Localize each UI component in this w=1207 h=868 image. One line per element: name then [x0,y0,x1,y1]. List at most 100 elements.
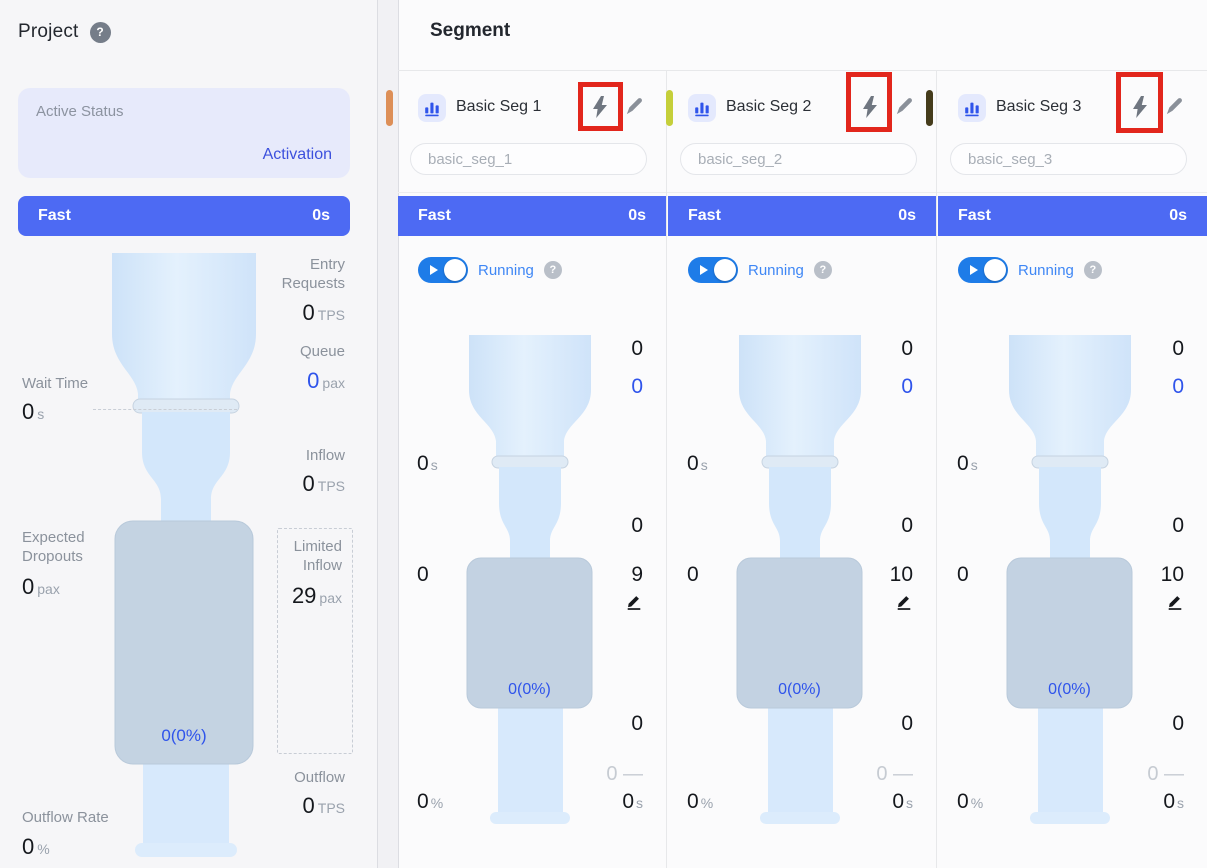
outflow-rate-label: Outflow Rate [22,809,109,826]
divider [398,70,1207,71]
fast-status-bar[interactable]: Fast 0s [18,196,350,236]
help-icon[interactable]: ? [813,261,832,279]
outflow-value: 0 [1172,712,1184,735]
expected-dropouts-label: Expected Dropouts [22,529,85,565]
column-divider [666,70,667,868]
edit-limit-icon[interactable] [625,592,643,611]
fast-status-bar[interactable]: Fast 0s [668,196,936,236]
limited-inflow-value: 9 [631,563,643,586]
outflow-value: 0 TPS [302,793,345,818]
fast-label: Fast [38,207,71,224]
entry-value: 0 [631,337,643,360]
project-funnel-graphic [112,253,256,857]
bar-chart-icon [958,94,986,122]
project-title: Project [18,21,79,42]
segment-code-input[interactable] [680,143,917,175]
divider [398,192,1207,193]
entry-value: 0 [901,337,913,360]
help-icon[interactable]: ? [89,21,111,43]
limited-inflow-label: Limited Inflow [293,538,342,574]
queue-value: 0 [631,375,643,398]
pencil-icon[interactable] [624,98,643,117]
running-toggle[interactable] [688,257,738,283]
limited-inflow-box: Limited Inflow 29 pax [277,528,353,754]
fast-label: Fast [958,207,991,224]
running-toggle-row: Running ? [688,257,832,283]
entry-requests-value: 0 TPS [302,300,345,325]
running-label: Running [1018,261,1074,279]
project-tank-value: 0(0%) [161,726,207,745]
dropouts-value: 0 [687,563,699,586]
fast-time: 0s [898,207,916,224]
segment-accent-stripe [926,90,933,126]
toggle-knob [444,259,466,281]
segment-column-1: Basic Seg 1 Fast 0s Running ? 0 0 0s 0 0… [386,0,666,868]
fast-time: 0s [1169,207,1187,224]
inflow-value: 0 [1172,514,1184,537]
highlight-rectangle [1116,72,1163,133]
pencil-icon[interactable] [1164,98,1183,117]
queue-value: 0 pax [307,368,345,393]
running-toggle[interactable] [958,257,1008,283]
segment-accent-stripe [386,90,393,126]
running-label: Running [748,261,804,279]
inflow-value: 0 [901,514,913,537]
fast-label: Fast [418,207,451,224]
help-icon[interactable]: ? [1083,261,1102,279]
outflow-rate-value: 0% [22,834,50,859]
limited-inflow-value: 10 [889,563,913,586]
limited-inflow-value: 10 [1160,563,1184,586]
highlight-rectangle [578,82,623,131]
entry-value: 0 [1172,337,1184,360]
active-status-card: Active Status Activation [18,88,350,178]
activation-link[interactable]: Activation [262,146,332,163]
outflow-value: 0 [631,712,643,735]
wait-time-dash-line [93,409,237,410]
tank-value: 0(0%) [508,681,551,698]
rate-value: 0% [687,790,714,813]
tank-value: 0(0%) [1048,681,1091,698]
segment-panel-title: Segment [430,20,511,41]
bar-chart-icon [688,94,716,122]
segment-column-2: Basic Seg 2 Fast 0s Running ? 0 0 0s 0 0… [666,0,936,868]
rate-value: 0% [417,790,444,813]
edit-limit-icon[interactable] [1166,592,1184,611]
segment-code-input[interactable] [410,143,647,175]
fast-status-bar[interactable]: Fast 0s [398,196,666,236]
fast-status-bar[interactable]: Fast 0s [938,196,1207,236]
edit-limit-icon[interactable] [895,592,913,611]
inflow-value: 0 [631,514,643,537]
tank-value: 0(0%) [778,681,821,698]
dropouts-value: 0 [957,563,969,586]
active-status-label: Active Status [36,103,124,120]
segment-column-3: Basic Seg 3 Fast 0s Running ? 0 0 0s 0 0… [926,0,1207,868]
segment-funnel-graphic [398,335,665,825]
segment-name: Basic Seg 3 [996,98,1082,115]
bar-chart-icon [418,94,446,122]
segment-accent-stripe [666,90,673,126]
help-icon[interactable]: ? [543,261,562,279]
queue-value: 0 [1172,375,1184,398]
running-toggle[interactable] [418,257,468,283]
running-toggle-row: Running ? [958,257,1102,283]
segment-code-input[interactable] [950,143,1187,175]
pending-value: 0 — [1147,763,1184,785]
pencil-icon[interactable] [894,98,913,117]
dropouts-value: 0 [417,563,429,586]
running-label: Running [478,261,534,279]
column-divider [936,70,937,868]
pending-value: 0 — [606,763,643,785]
expected-dropouts-value: 0 pax [22,574,60,599]
rate-value: 0% [957,790,984,813]
toggle-knob [984,259,1006,281]
play-icon [700,265,708,275]
outflow-value: 0 [901,712,913,735]
play-icon [970,265,978,275]
